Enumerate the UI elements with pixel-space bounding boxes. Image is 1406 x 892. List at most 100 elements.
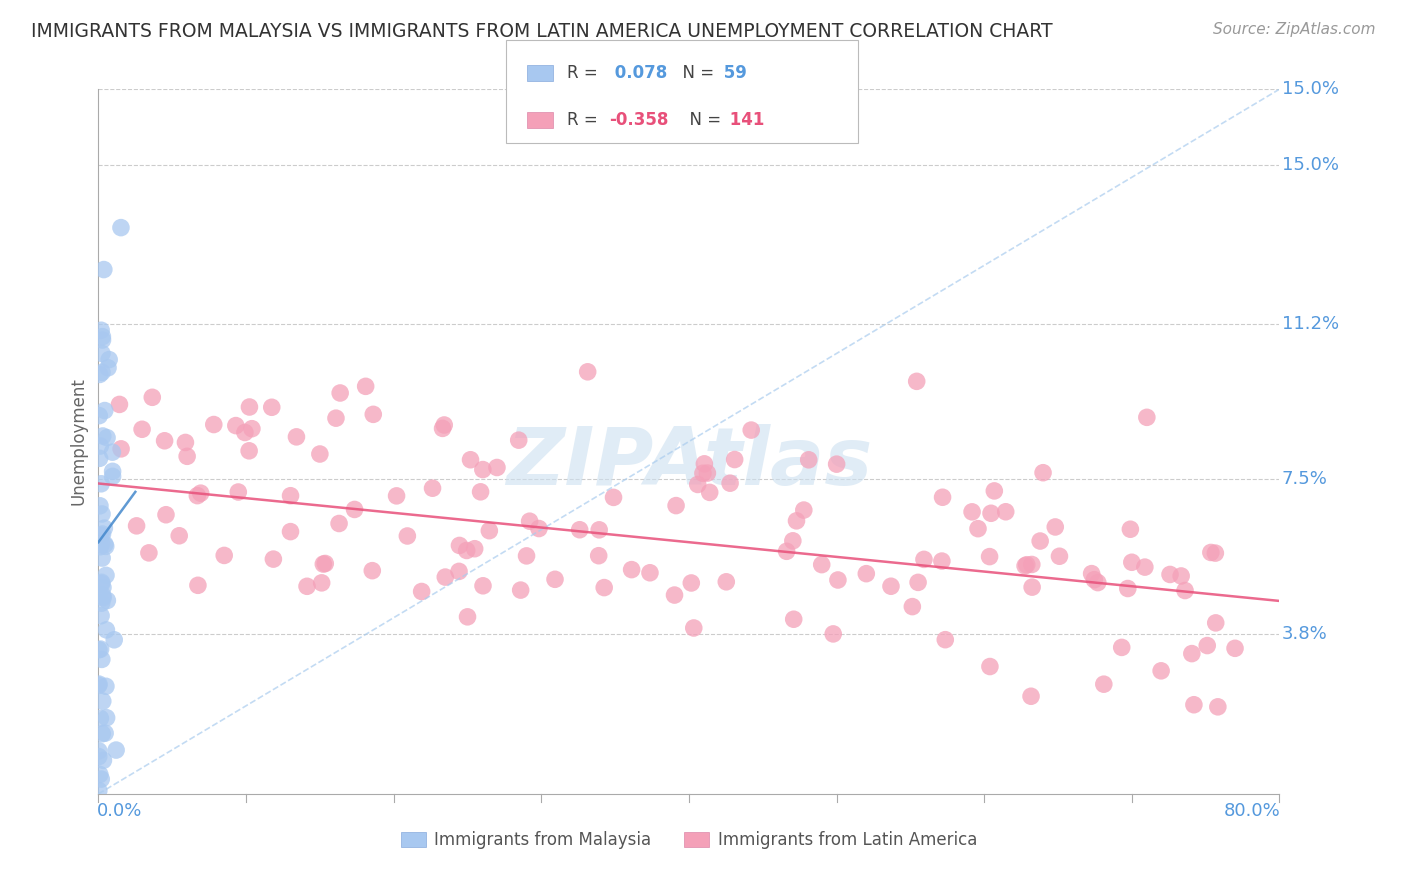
Point [994, 505, 1017, 519]
Point [411, 584, 433, 599]
Point [89, 540, 111, 554]
Point [901, 599, 924, 614]
Point [90, 596, 112, 610]
Text: N =: N = [672, 63, 720, 82]
Point [94, 540, 117, 554]
Point [90, 608, 112, 623]
Point [967, 522, 990, 536]
Point [1021, 580, 1043, 594]
Point [693, 457, 716, 471]
Point [101, 469, 124, 483]
Point [91, 346, 114, 360]
Point [90, 323, 112, 337]
Point [153, 434, 176, 448]
Point [1092, 677, 1115, 691]
Point [87, 677, 110, 691]
Point [354, 379, 377, 393]
Point [311, 575, 333, 590]
Point [664, 588, 686, 602]
Point [110, 220, 132, 235]
Point [449, 538, 471, 552]
Point [90, 537, 112, 551]
Point [103, 632, 125, 647]
Point [682, 621, 704, 635]
Point [238, 443, 260, 458]
Point [91, 581, 114, 595]
Point [1015, 558, 1038, 572]
Text: R =: R = [567, 63, 603, 82]
Point [593, 581, 616, 595]
Point [93, 521, 115, 535]
Point [295, 579, 318, 593]
Point [90, 576, 112, 591]
Point [328, 516, 350, 531]
Point [361, 564, 384, 578]
Point [1111, 640, 1133, 655]
Point [1181, 647, 1204, 661]
Point [665, 499, 688, 513]
Point [1150, 664, 1173, 678]
Point [101, 464, 124, 478]
Point [422, 481, 444, 495]
Point [519, 514, 541, 528]
Point [174, 435, 197, 450]
Point [108, 397, 131, 411]
Text: R =: R = [567, 111, 603, 128]
Point [588, 549, 610, 563]
Point [94, 537, 117, 551]
Point [1182, 698, 1205, 712]
Point [1206, 699, 1229, 714]
Point [508, 433, 530, 447]
Point [87, 678, 110, 692]
Point [602, 491, 624, 505]
Point [87, 749, 110, 764]
Point [515, 549, 537, 563]
Point [325, 411, 347, 425]
Point [544, 572, 567, 586]
Point [385, 489, 408, 503]
Point [262, 552, 284, 566]
Point [638, 566, 661, 580]
Point [96, 431, 118, 445]
Point [125, 519, 148, 533]
Point [827, 573, 849, 587]
Point [1204, 546, 1226, 560]
Point [527, 522, 550, 536]
Point [718, 476, 741, 491]
Point [1032, 466, 1054, 480]
Point [1133, 560, 1156, 574]
Point [280, 489, 302, 503]
Point [101, 445, 124, 459]
Text: IMMIGRANTS FROM MALAYSIA VS IMMIGRANTS FROM LATIN AMERICA UNEMPLOYMENT CORRELATI: IMMIGRANTS FROM MALAYSIA VS IMMIGRANTS F… [31, 22, 1053, 41]
Text: ZIPAtlas: ZIPAtlas [506, 424, 872, 501]
Legend: Immigrants from Malaysia, Immigrants from Latin America: Immigrants from Malaysia, Immigrants fro… [394, 825, 984, 856]
Text: 7.5%: 7.5% [1282, 470, 1327, 488]
Point [912, 552, 935, 566]
Point [931, 554, 953, 568]
Point [190, 486, 212, 500]
Point [460, 452, 482, 467]
Point [90, 642, 112, 657]
Point [93, 403, 115, 417]
Point [186, 489, 208, 503]
Point [91, 329, 114, 343]
Point [434, 570, 457, 584]
Point [568, 523, 591, 537]
Point [1199, 545, 1222, 559]
Point [464, 541, 486, 556]
Point [155, 508, 177, 522]
Point [1170, 569, 1192, 583]
Point [343, 502, 366, 516]
Point [588, 523, 610, 537]
Point [167, 529, 190, 543]
Text: 141: 141 [724, 111, 765, 128]
Point [96, 623, 118, 637]
Text: 0.0%: 0.0% [97, 802, 142, 821]
Point [509, 583, 531, 598]
Text: 59: 59 [718, 63, 748, 82]
Point [309, 447, 332, 461]
Point [90, 575, 112, 590]
Point [141, 390, 163, 404]
Point [979, 659, 1001, 673]
Point [238, 400, 260, 414]
